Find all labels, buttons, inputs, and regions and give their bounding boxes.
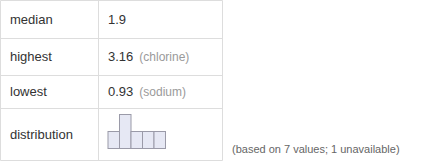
row-value: 3.16(chlorine) xyxy=(108,49,189,64)
histogram-bar xyxy=(108,132,120,149)
row-border xyxy=(1,160,223,161)
footnote: (based on 7 values; 1 unavailable) xyxy=(232,143,400,155)
row-value: 1.9 xyxy=(108,12,126,27)
row-label: lowest xyxy=(10,84,47,99)
row-border xyxy=(1,75,223,76)
column-border xyxy=(222,1,223,161)
histogram-bar xyxy=(154,132,166,149)
histogram-bar xyxy=(143,132,155,149)
row-note: (chlorine) xyxy=(139,50,189,64)
column-border xyxy=(0,1,1,161)
row-note: (sodium) xyxy=(139,85,186,99)
row-label: highest xyxy=(10,49,52,64)
histogram-bar xyxy=(120,115,132,149)
row-border xyxy=(1,38,223,39)
histogram-bar xyxy=(131,132,143,149)
column-border xyxy=(98,1,99,161)
row-value: 0.93(sodium) xyxy=(108,84,186,99)
row-border xyxy=(1,0,223,1)
histogram xyxy=(108,115,166,149)
row-label: distribution xyxy=(10,127,73,142)
row-label: median xyxy=(10,12,53,27)
row-border xyxy=(1,108,223,109)
page: median 1.9 highest 3.16(chlorine) lowest 0.93… xyxy=(0,0,429,162)
